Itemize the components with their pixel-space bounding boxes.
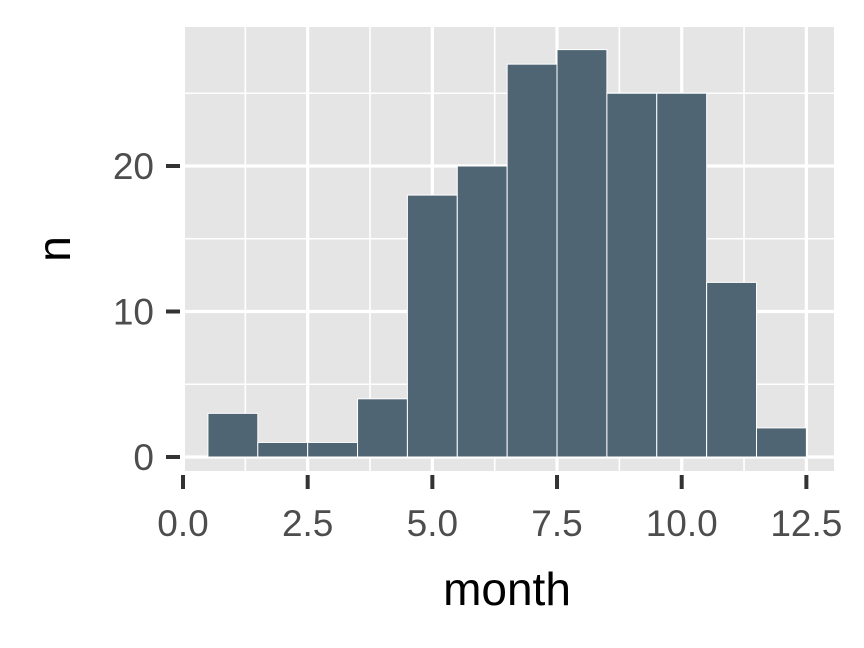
y-tick-label: 20 <box>113 146 154 187</box>
y-tick-label: 0 <box>133 437 154 478</box>
histogram-bar <box>207 412 259 458</box>
x-tick-label: 7.5 <box>531 503 582 544</box>
x-tick-label: 12.5 <box>770 503 842 544</box>
x-tick-label: 0.0 <box>157 503 208 544</box>
histogram-bar <box>506 63 558 458</box>
histogram-bar <box>257 441 309 458</box>
histogram-bar <box>756 427 807 458</box>
x-tick-label: 10.0 <box>646 503 718 544</box>
bars <box>207 49 807 458</box>
y-axis-title: n <box>28 236 80 262</box>
histogram-bar <box>706 281 758 458</box>
histogram-bar <box>606 92 658 458</box>
histogram-bar <box>656 92 708 458</box>
histogram-bar <box>556 49 608 458</box>
histogram-bar <box>307 441 359 458</box>
y-tick-label: 10 <box>113 292 154 333</box>
x-axis: 0.0 2.5 5.0 7.5 10.0 12.5 <box>157 475 842 544</box>
x-tick-label: 5.0 <box>407 503 458 544</box>
histogram-bar <box>406 194 458 458</box>
x-tick-label: 2.5 <box>282 503 333 544</box>
histogram-bar <box>357 398 408 458</box>
histogram-bar <box>456 165 508 458</box>
y-axis: 0 10 20 <box>113 146 180 478</box>
x-axis-title: month <box>443 563 571 615</box>
